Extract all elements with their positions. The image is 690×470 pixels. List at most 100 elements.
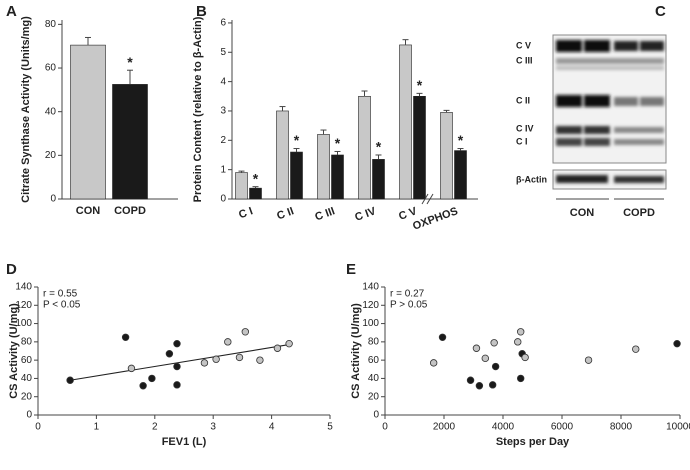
band-label: C V bbox=[516, 40, 531, 50]
point bbox=[212, 355, 220, 363]
bar bbox=[454, 150, 467, 200]
bar bbox=[358, 95, 371, 200]
x-tick-label: 3 bbox=[210, 422, 216, 433]
y-tick-label: 0 bbox=[220, 194, 226, 205]
y-tick-label: 80 bbox=[45, 19, 57, 30]
point bbox=[632, 345, 640, 353]
y-tick-label: 0 bbox=[50, 194, 56, 205]
y-tick-label: 0 bbox=[373, 410, 379, 421]
x-tick-label: C I bbox=[237, 205, 254, 221]
y-tick-label: 60 bbox=[45, 63, 57, 74]
point bbox=[472, 344, 481, 352]
stat-annotation: P > 0.05 bbox=[390, 300, 428, 311]
axis-break bbox=[421, 193, 429, 205]
x-tick-label: 0 bbox=[382, 422, 388, 433]
western-blot: C V C III C II C IV C I β-Actin CON COPD bbox=[516, 34, 667, 219]
bar bbox=[276, 110, 289, 200]
stat-annotation: r = 0.55 bbox=[43, 289, 78, 300]
point bbox=[490, 339, 498, 347]
x-tick-label: OXPHOS bbox=[411, 205, 459, 232]
x-tick-label: C III bbox=[313, 205, 336, 223]
y-axis-label: CS Activity (U/mg) bbox=[8, 303, 20, 399]
bar bbox=[413, 95, 426, 200]
x-tick-label: 2000 bbox=[433, 422, 456, 433]
x-tick-label: C IV bbox=[353, 205, 378, 224]
y-tick-label: 40 bbox=[21, 373, 33, 384]
point bbox=[121, 333, 130, 341]
band-label: C I bbox=[516, 136, 528, 146]
x-tick-label: CON bbox=[76, 205, 101, 217]
band-label: C III bbox=[516, 55, 533, 65]
point bbox=[165, 350, 174, 358]
y-tick-label: 120 bbox=[362, 300, 379, 311]
x-tick-label: 1 bbox=[94, 422, 100, 433]
point bbox=[438, 333, 447, 341]
point bbox=[127, 364, 136, 373]
point bbox=[584, 356, 593, 364]
significance: * bbox=[458, 132, 464, 148]
point bbox=[173, 339, 181, 348]
bar bbox=[331, 154, 344, 200]
y-tick-label: 100 bbox=[362, 318, 379, 329]
significance: * bbox=[127, 54, 133, 70]
bar bbox=[440, 112, 453, 200]
trendline bbox=[70, 344, 290, 381]
panel-letter: D bbox=[6, 261, 17, 278]
y-tick-label: 6 bbox=[220, 18, 226, 29]
stat-annotation: P < 0.05 bbox=[43, 300, 81, 311]
point bbox=[148, 374, 156, 383]
panel-letter: B bbox=[196, 3, 207, 20]
point bbox=[491, 362, 500, 371]
point bbox=[139, 382, 147, 390]
point bbox=[273, 344, 282, 352]
y-tick-label: 40 bbox=[368, 373, 380, 384]
y-tick-label: 80 bbox=[368, 336, 380, 347]
x-axis-label: Steps per Day bbox=[496, 436, 570, 448]
point bbox=[514, 338, 522, 346]
y-axis-label: Citrate Synthase Activity (Units/mg) bbox=[20, 16, 32, 203]
y-tick-label: 1 bbox=[220, 164, 226, 175]
x-axis-label: FEV1 (L) bbox=[162, 436, 207, 448]
loading-control-label: β-Actin bbox=[516, 174, 547, 184]
point bbox=[235, 353, 244, 362]
x-tick-label: C II bbox=[275, 205, 295, 222]
y-tick-label: 60 bbox=[368, 355, 380, 366]
x-tick-label: 8000 bbox=[610, 422, 633, 433]
blot-bands bbox=[556, 40, 664, 146]
actin-bands bbox=[556, 175, 664, 183]
x-tick-label: 4000 bbox=[492, 422, 515, 433]
point bbox=[200, 359, 209, 367]
x-tick-label: 5 bbox=[327, 422, 333, 433]
y-tick-label: 40 bbox=[45, 106, 57, 117]
significance: * bbox=[294, 132, 300, 148]
axis-break bbox=[426, 193, 434, 205]
bar bbox=[70, 44, 106, 200]
band-label: C IV bbox=[516, 123, 534, 133]
point bbox=[481, 354, 489, 363]
point bbox=[517, 374, 525, 383]
point bbox=[66, 376, 74, 384]
actin-membrane bbox=[552, 169, 667, 190]
y-axis-label: Protein Content (relative to β-Actin) bbox=[192, 16, 204, 202]
bar bbox=[399, 44, 412, 200]
x-tick-label: 6000 bbox=[551, 422, 574, 433]
x-tick-label: 2 bbox=[152, 422, 158, 433]
y-tick-label: 3 bbox=[220, 106, 226, 117]
group-label: CON bbox=[570, 207, 595, 219]
point bbox=[429, 359, 438, 367]
band-label: C II bbox=[516, 95, 530, 105]
y-tick-label: 100 bbox=[15, 318, 32, 329]
group-label: COPD bbox=[623, 207, 655, 219]
point bbox=[241, 328, 250, 336]
panel-letter: E bbox=[346, 261, 356, 278]
panel-letter: A bbox=[6, 3, 17, 20]
point bbox=[488, 381, 497, 389]
y-tick-label: 120 bbox=[15, 300, 32, 311]
point bbox=[521, 353, 529, 362]
y-tick-label: 5 bbox=[220, 47, 226, 58]
x-tick-label: COPD bbox=[114, 205, 146, 217]
point bbox=[173, 381, 181, 389]
point bbox=[173, 362, 181, 371]
point bbox=[256, 356, 264, 364]
x-tick-label: 4 bbox=[269, 422, 275, 433]
